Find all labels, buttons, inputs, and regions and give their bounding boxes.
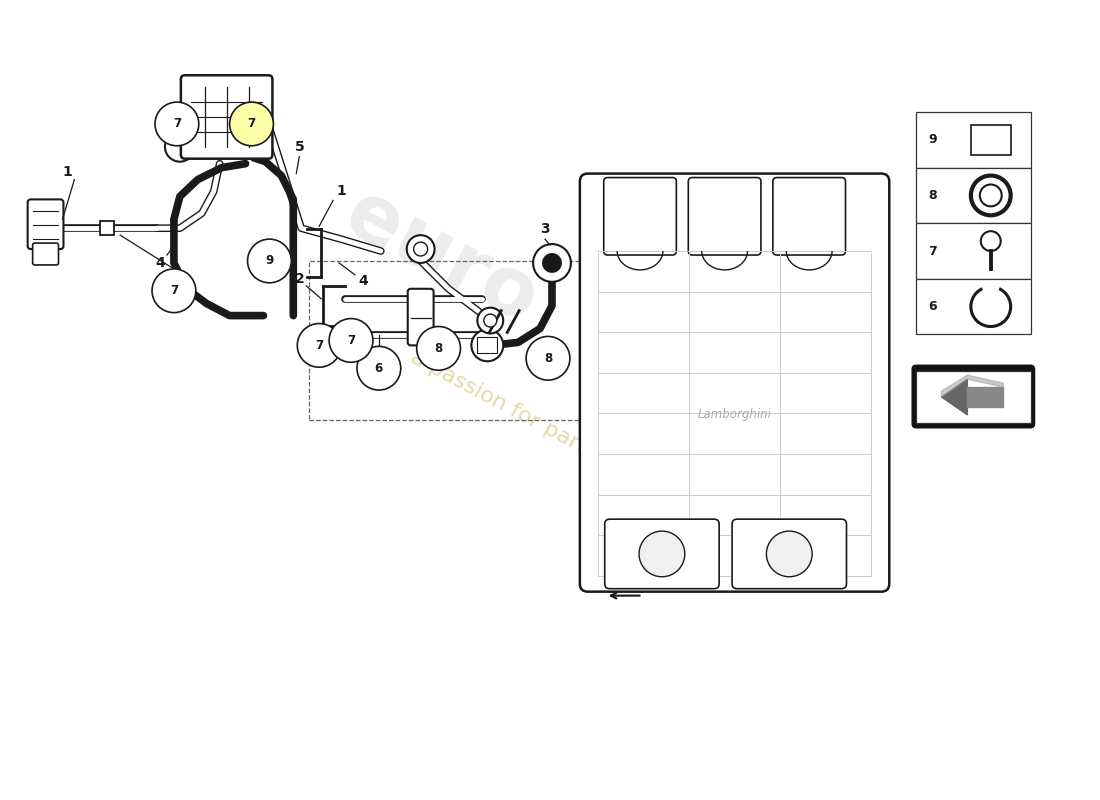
Bar: [916, 279, 1031, 334]
Text: euro  spares: euro spares: [332, 174, 868, 507]
Text: 9: 9: [265, 254, 274, 267]
Bar: [971, 125, 1011, 154]
FancyBboxPatch shape: [773, 178, 846, 255]
Bar: [916, 112, 1031, 168]
Text: 6: 6: [928, 300, 937, 313]
Text: 4: 4: [155, 256, 165, 270]
Text: 8: 8: [928, 189, 937, 202]
Circle shape: [297, 323, 341, 367]
Text: 3: 3: [540, 222, 550, 236]
FancyBboxPatch shape: [912, 366, 1034, 428]
Circle shape: [358, 346, 400, 390]
Text: 7: 7: [346, 334, 355, 347]
Circle shape: [165, 132, 195, 162]
Text: Lamborghini: Lamborghini: [697, 408, 771, 422]
Text: 8: 8: [434, 342, 442, 355]
Circle shape: [407, 235, 434, 263]
Circle shape: [526, 337, 570, 380]
Circle shape: [414, 242, 428, 256]
Text: 2: 2: [295, 272, 304, 286]
Text: a passion for parts since 1985: a passion for parts since 1985: [407, 347, 714, 522]
Text: 7: 7: [928, 245, 937, 258]
FancyBboxPatch shape: [604, 178, 676, 255]
FancyBboxPatch shape: [28, 199, 64, 249]
Bar: [916, 223, 1031, 279]
Circle shape: [639, 531, 685, 577]
Text: 1: 1: [337, 185, 345, 198]
FancyBboxPatch shape: [580, 174, 889, 592]
Text: 7: 7: [173, 118, 182, 130]
Circle shape: [542, 253, 562, 273]
FancyBboxPatch shape: [605, 519, 719, 589]
Bar: [916, 168, 1031, 223]
Text: 611 04: 611 04: [939, 387, 1008, 406]
Text: 4: 4: [189, 115, 199, 129]
Bar: [916, 371, 1031, 423]
Circle shape: [155, 102, 199, 146]
Text: 5: 5: [295, 140, 304, 154]
Bar: [100, 222, 114, 235]
Text: 8: 8: [543, 352, 552, 365]
Text: 6: 6: [375, 362, 383, 374]
Circle shape: [230, 102, 274, 146]
Circle shape: [534, 244, 571, 282]
Polygon shape: [942, 375, 1003, 397]
FancyBboxPatch shape: [689, 178, 761, 255]
FancyBboxPatch shape: [180, 75, 273, 158]
Circle shape: [477, 308, 503, 334]
Circle shape: [472, 330, 503, 362]
Text: 1: 1: [63, 165, 73, 178]
Circle shape: [980, 185, 1002, 206]
Circle shape: [234, 129, 264, 158]
Circle shape: [484, 314, 497, 327]
Circle shape: [971, 286, 1011, 326]
FancyBboxPatch shape: [33, 243, 58, 265]
Circle shape: [767, 531, 812, 577]
FancyBboxPatch shape: [733, 519, 847, 589]
Polygon shape: [967, 387, 1003, 407]
FancyBboxPatch shape: [408, 289, 433, 346]
Text: 7: 7: [169, 284, 178, 298]
Text: 4: 4: [359, 274, 367, 288]
Polygon shape: [942, 379, 967, 415]
Circle shape: [329, 318, 373, 362]
Circle shape: [248, 239, 292, 283]
Circle shape: [152, 269, 196, 313]
Circle shape: [971, 175, 1011, 215]
Bar: [477, 338, 497, 354]
Text: 7: 7: [315, 339, 323, 352]
Circle shape: [981, 231, 1001, 251]
Text: 7: 7: [248, 118, 255, 130]
Circle shape: [417, 326, 461, 370]
Text: 9: 9: [928, 134, 937, 146]
